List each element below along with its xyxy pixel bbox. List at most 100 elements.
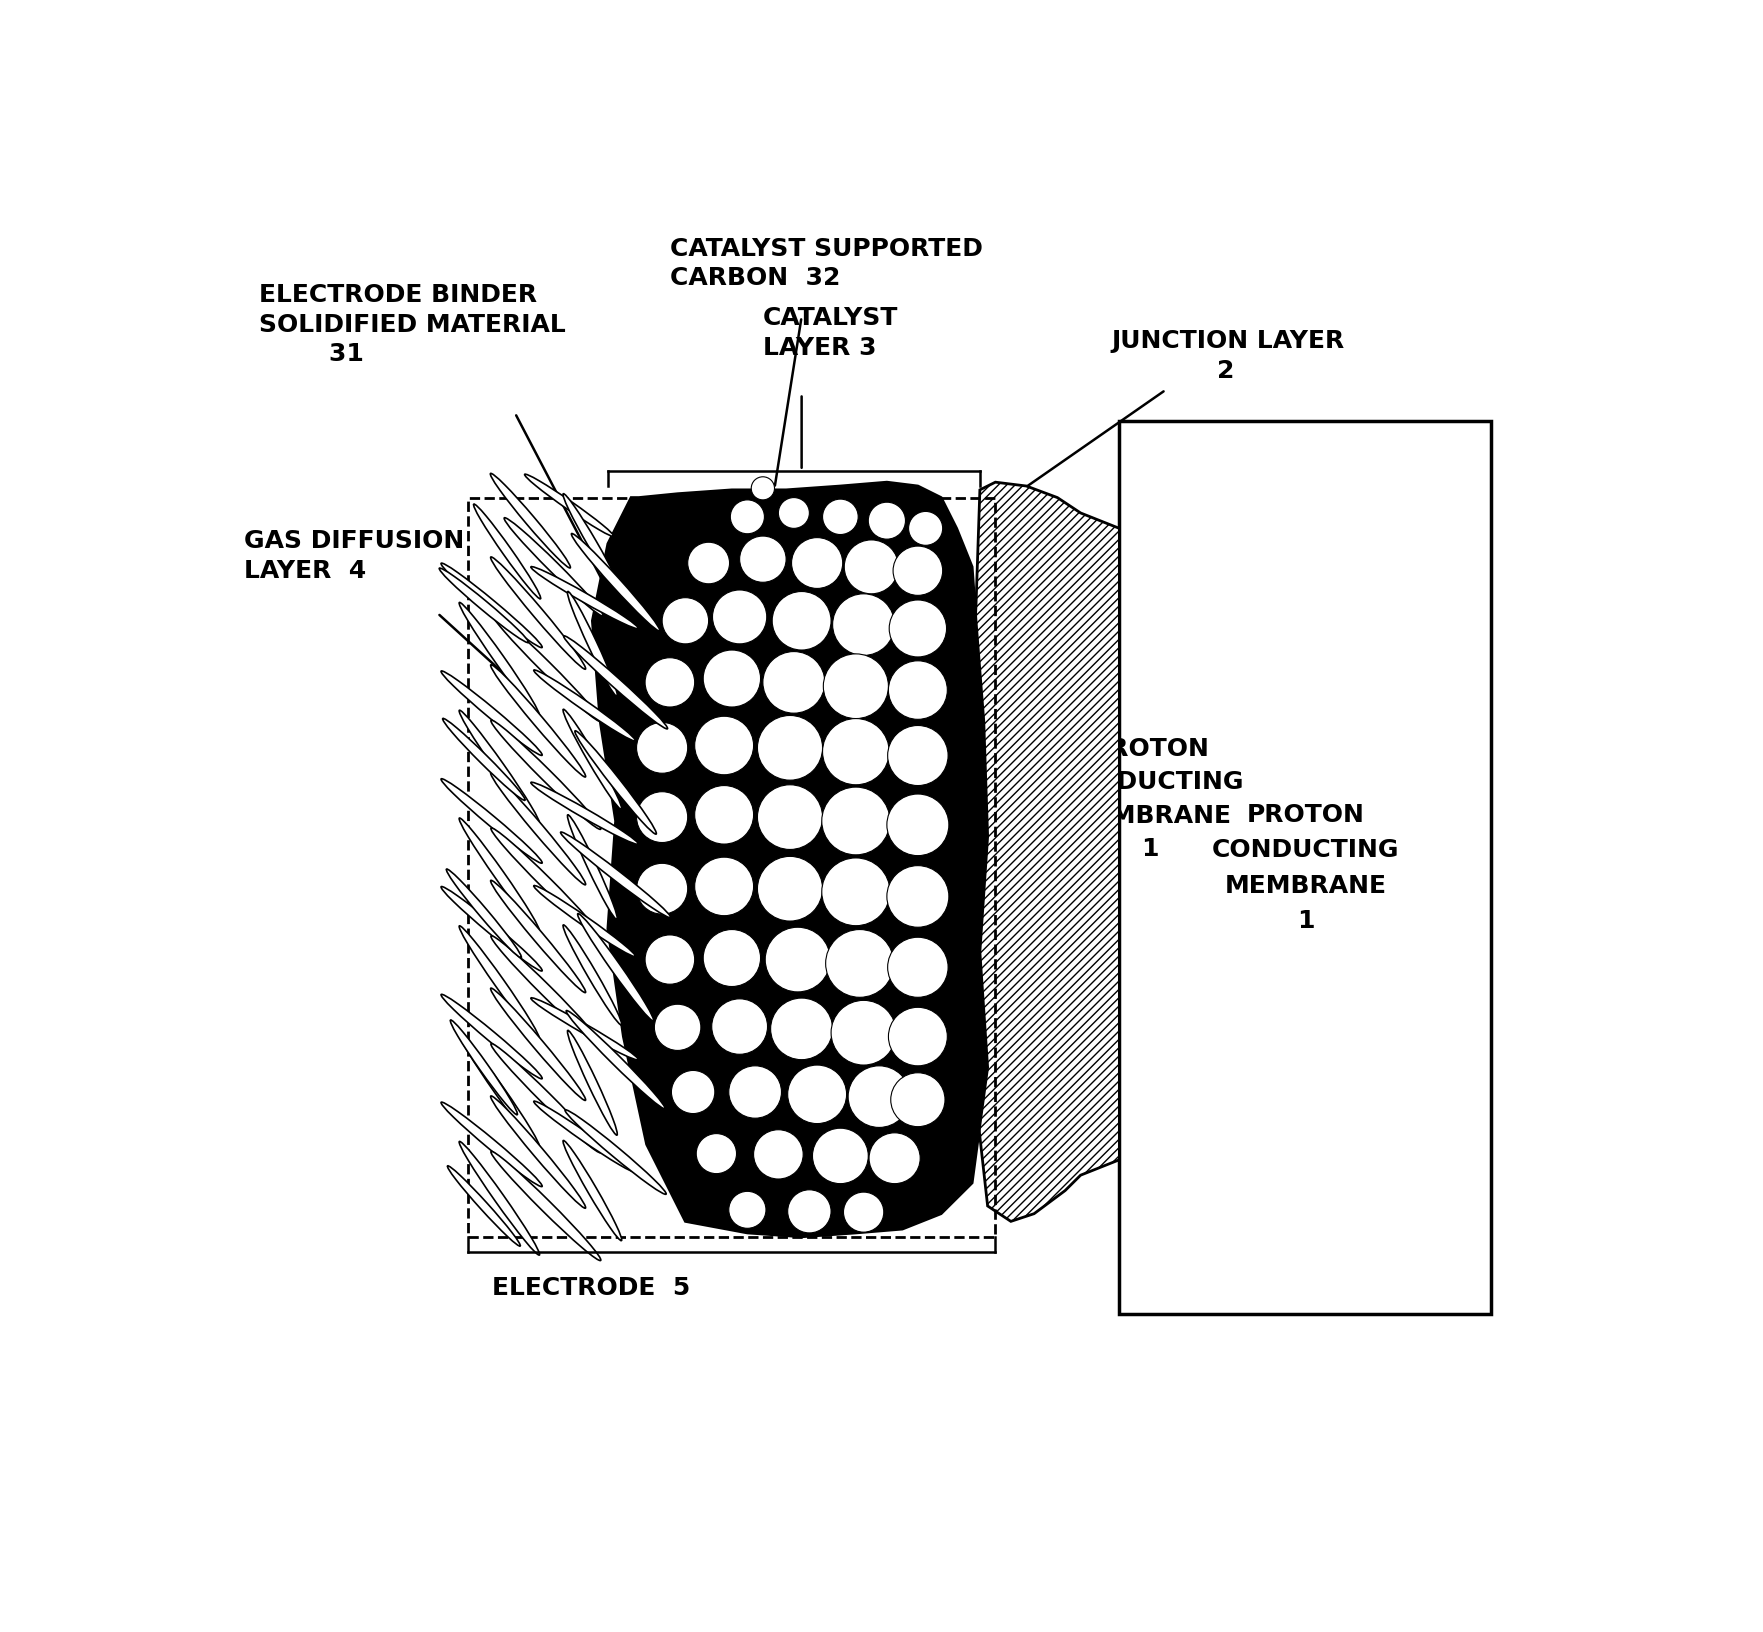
Circle shape bbox=[758, 785, 823, 850]
Ellipse shape bbox=[441, 886, 543, 971]
Text: PROTON
CONDUCTING
MEMBRANE
1: PROTON CONDUCTING MEMBRANE 1 bbox=[1056, 736, 1245, 860]
Circle shape bbox=[823, 654, 889, 720]
Circle shape bbox=[645, 935, 695, 984]
Ellipse shape bbox=[504, 519, 603, 617]
Ellipse shape bbox=[531, 568, 638, 630]
Ellipse shape bbox=[458, 819, 539, 932]
Ellipse shape bbox=[562, 710, 622, 809]
Ellipse shape bbox=[564, 636, 668, 730]
Circle shape bbox=[688, 543, 730, 584]
Ellipse shape bbox=[441, 671, 543, 756]
Ellipse shape bbox=[490, 666, 585, 777]
Circle shape bbox=[703, 651, 760, 708]
Circle shape bbox=[779, 498, 809, 529]
Circle shape bbox=[740, 537, 786, 583]
Ellipse shape bbox=[534, 1102, 635, 1172]
Text: CATALYST SUPPORTED
CARBON  32: CATALYST SUPPORTED CARBON 32 bbox=[670, 237, 982, 290]
Ellipse shape bbox=[568, 592, 617, 697]
Circle shape bbox=[751, 478, 774, 501]
Circle shape bbox=[822, 858, 890, 925]
Circle shape bbox=[636, 723, 688, 774]
Circle shape bbox=[889, 661, 947, 720]
Circle shape bbox=[728, 1066, 781, 1118]
Ellipse shape bbox=[571, 534, 659, 632]
Circle shape bbox=[695, 787, 753, 844]
Circle shape bbox=[890, 1074, 945, 1128]
Text: ELECTRODE BINDER
SOLIDIFIED MATERIAL
        31: ELECTRODE BINDER SOLIDIFIED MATERIAL 31 bbox=[259, 282, 566, 366]
Circle shape bbox=[894, 547, 943, 596]
Circle shape bbox=[887, 867, 948, 927]
Text: ELECTRODE  5: ELECTRODE 5 bbox=[492, 1276, 689, 1299]
Ellipse shape bbox=[490, 829, 601, 938]
Polygon shape bbox=[964, 483, 1120, 1222]
Ellipse shape bbox=[450, 1020, 517, 1115]
Circle shape bbox=[765, 927, 830, 992]
Circle shape bbox=[730, 501, 765, 534]
Text: GAS DIFFUSION
LAYER  4: GAS DIFFUSION LAYER 4 bbox=[243, 529, 464, 583]
Circle shape bbox=[758, 857, 823, 922]
Ellipse shape bbox=[443, 720, 525, 801]
Ellipse shape bbox=[575, 731, 656, 834]
Circle shape bbox=[788, 1190, 830, 1234]
Ellipse shape bbox=[490, 1152, 601, 1262]
Ellipse shape bbox=[578, 914, 654, 1022]
Circle shape bbox=[832, 594, 894, 656]
Circle shape bbox=[889, 601, 947, 658]
Ellipse shape bbox=[458, 1035, 539, 1147]
Circle shape bbox=[822, 788, 890, 855]
Ellipse shape bbox=[490, 881, 585, 992]
Ellipse shape bbox=[490, 558, 585, 669]
Ellipse shape bbox=[458, 604, 539, 716]
Circle shape bbox=[887, 795, 948, 857]
Ellipse shape bbox=[562, 925, 622, 1025]
Ellipse shape bbox=[441, 1103, 543, 1186]
Bar bbox=[1120, 421, 1491, 1314]
Text: CATALYST
LAYER 3: CATALYST LAYER 3 bbox=[763, 305, 899, 359]
Ellipse shape bbox=[534, 671, 635, 741]
Circle shape bbox=[728, 1191, 765, 1229]
Text: JUNCTION LAYER
            2: JUNCTION LAYER 2 bbox=[1112, 330, 1345, 382]
Circle shape bbox=[695, 716, 753, 775]
Circle shape bbox=[712, 999, 767, 1054]
Ellipse shape bbox=[490, 774, 585, 885]
Ellipse shape bbox=[531, 999, 638, 1061]
Ellipse shape bbox=[490, 1044, 601, 1154]
Ellipse shape bbox=[490, 989, 585, 1100]
Circle shape bbox=[788, 1066, 846, 1124]
Circle shape bbox=[654, 1005, 702, 1051]
Circle shape bbox=[703, 930, 760, 987]
Ellipse shape bbox=[490, 1097, 585, 1208]
Ellipse shape bbox=[446, 870, 522, 958]
Circle shape bbox=[889, 1007, 947, 1066]
Ellipse shape bbox=[490, 937, 601, 1046]
Circle shape bbox=[823, 720, 889, 785]
Ellipse shape bbox=[474, 504, 541, 599]
Circle shape bbox=[887, 938, 948, 997]
Ellipse shape bbox=[458, 1142, 539, 1255]
Ellipse shape bbox=[441, 563, 543, 648]
Ellipse shape bbox=[448, 1167, 520, 1247]
Circle shape bbox=[792, 539, 843, 589]
Circle shape bbox=[645, 658, 695, 708]
Circle shape bbox=[825, 930, 894, 997]
Circle shape bbox=[663, 599, 709, 645]
Circle shape bbox=[712, 591, 767, 645]
Circle shape bbox=[695, 858, 753, 916]
Circle shape bbox=[636, 792, 688, 844]
Ellipse shape bbox=[439, 568, 529, 643]
Circle shape bbox=[887, 726, 948, 787]
Ellipse shape bbox=[490, 473, 571, 568]
Circle shape bbox=[763, 653, 825, 713]
Circle shape bbox=[770, 999, 832, 1061]
Ellipse shape bbox=[441, 778, 543, 863]
Circle shape bbox=[869, 1133, 920, 1183]
Circle shape bbox=[823, 499, 859, 535]
Circle shape bbox=[753, 1129, 804, 1180]
Ellipse shape bbox=[490, 614, 601, 721]
Ellipse shape bbox=[531, 783, 638, 845]
Ellipse shape bbox=[562, 1141, 622, 1240]
Ellipse shape bbox=[568, 1031, 617, 1136]
Circle shape bbox=[758, 716, 823, 780]
Bar bbox=[469, 498, 996, 1237]
Ellipse shape bbox=[534, 886, 635, 956]
